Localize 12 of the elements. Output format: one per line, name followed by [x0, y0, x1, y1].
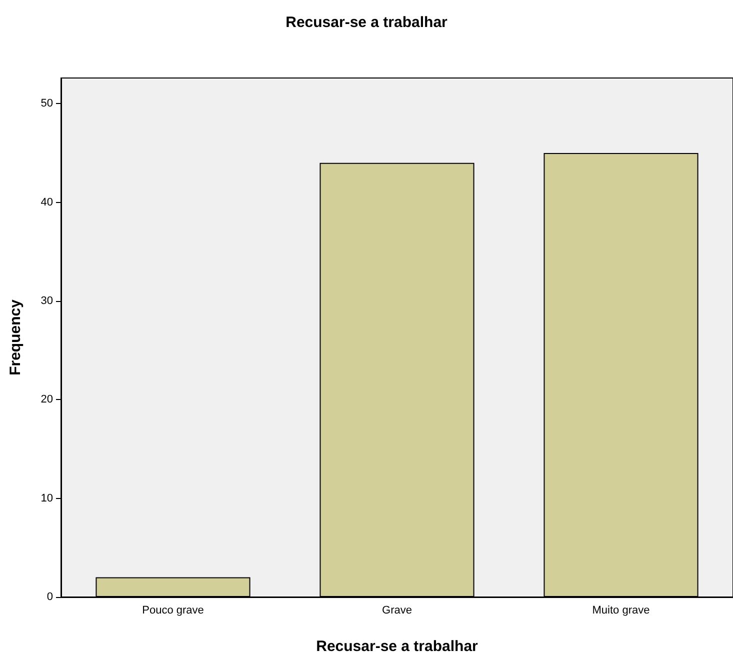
y-tick-label: 40	[40, 196, 53, 208]
y-tick-label: 0	[46, 591, 53, 603]
y-tick-label: 10	[40, 492, 53, 504]
x-tick-label: Grave	[382, 604, 412, 616]
chart-title: Recusar-se a trabalhar	[286, 14, 448, 31]
x-tick-label: Pouco grave	[142, 604, 204, 616]
x-tick-label: Muito grave	[592, 604, 650, 616]
y-tick-label: 30	[40, 294, 53, 307]
y-axis-title: Frequency	[7, 298, 24, 376]
x-axis-title: Recusar-se a trabalhar	[316, 638, 478, 655]
y-tick-label: 50	[40, 98, 53, 110]
y-tick-label: 20	[40, 394, 53, 406]
